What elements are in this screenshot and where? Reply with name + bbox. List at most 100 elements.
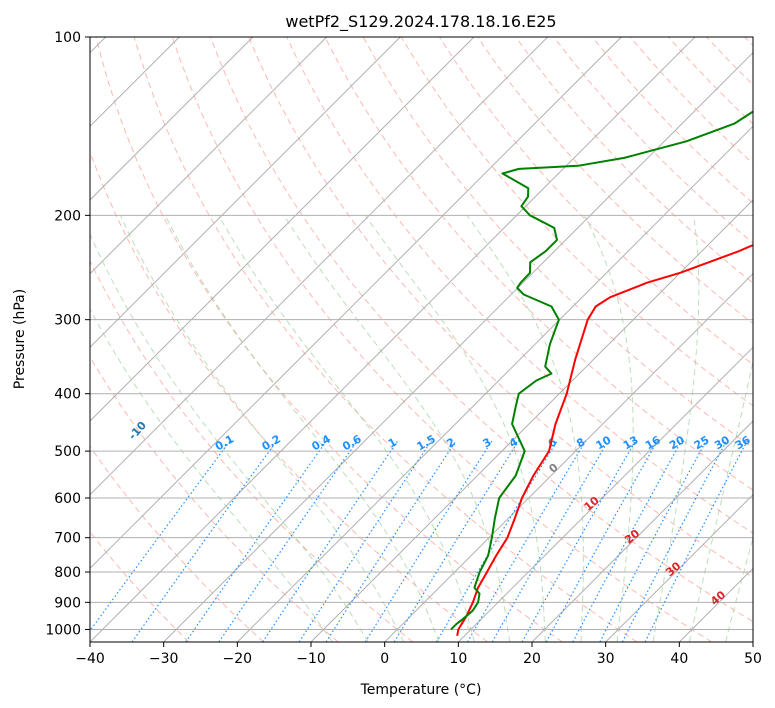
mixing-ratio-line (545, 440, 659, 642)
isotherm-line (90, 37, 401, 349)
plot-area: 0.10.20.40.611.52346810131620253036-100-… (90, 37, 753, 642)
isotherm-line (90, 37, 549, 496)
dewpoint-line (450, 110, 753, 631)
dry-adiabat-line (95, 37, 563, 642)
y-tick-label: 900 (54, 595, 81, 611)
dry-adiabat-line (248, 37, 753, 578)
mixing-ratio-line (364, 440, 493, 642)
x-tick-label: −40 (75, 651, 105, 667)
isotherm-line (752, 641, 753, 642)
mixing-ratio-label: 3 (480, 435, 493, 450)
mixing-ratio-line (621, 440, 728, 642)
x-tick-label: 30 (597, 651, 615, 667)
mixing-ratio-line (325, 440, 457, 642)
isotherm-line (310, 199, 753, 642)
x-tick-label: 10 (449, 651, 467, 667)
data-series (450, 110, 753, 636)
isotherm-line (90, 37, 622, 570)
mixing-ratio-line (218, 440, 358, 642)
x-tick-label: 40 (670, 651, 688, 667)
y-tick-label: 1000 (45, 622, 81, 638)
mixing-ratio-label: 10 (594, 433, 614, 452)
dry-adiabat-line (591, 37, 753, 204)
mixing-ratio-label: 1.5 (414, 432, 437, 453)
isotherm-line (90, 37, 254, 201)
mixing-ratio-line (599, 440, 707, 642)
y-tick-label: 200 (54, 208, 81, 224)
dry-adiabat-line (90, 259, 414, 642)
dry-adiabat-line (90, 150, 488, 642)
x-tick-label: −10 (296, 651, 326, 667)
isotherm-line (384, 272, 753, 642)
isotherm-line (531, 420, 753, 642)
mixing-ratio-line (435, 440, 558, 642)
mixing-ratio-line (521, 440, 637, 642)
isotherm-line (90, 37, 475, 422)
isotherm-line (605, 493, 753, 642)
y-axis-label: Pressure (hPa) (12, 289, 28, 389)
mixing-ratio-line (262, 440, 399, 642)
moist-adiabat-line (725, 536, 753, 642)
mixing-ratio-line (393, 440, 520, 642)
dry-adiabat-line (706, 37, 753, 86)
mixing-ratio-label: 30 (712, 433, 732, 452)
mixing-ratio-line (466, 440, 587, 642)
moist-adiabat-line (364, 215, 546, 642)
moist-adiabat-line (90, 308, 334, 642)
mixing-ratio-label: 0.1 (213, 432, 236, 453)
mixing-ratio-line (185, 440, 328, 642)
chart-title: wetPf2_S129.2024.178.18.16.E25 (285, 12, 556, 32)
x-tick-label: 0 (380, 651, 389, 667)
y-tick-label: 100 (54, 30, 81, 46)
mixing-ratio-line (491, 440, 609, 642)
moist-adiabat-line (218, 215, 475, 642)
axes: −40 −30 −20 −10 0 10 20 30 40 50 1000 900 800 700 600 5… (45, 30, 762, 667)
temperature-line (456, 243, 753, 636)
y-tick-label: 500 (54, 444, 81, 460)
y-tick-label: 400 (54, 387, 81, 403)
dry-adiabat-line (90, 445, 264, 642)
moist-adiabat-line (90, 232, 369, 642)
plot-frame (89, 36, 754, 643)
mixing-ratio-label: 20 (667, 433, 687, 452)
moist-adiabat-line (120, 215, 405, 642)
dry-adiabat-line (553, 37, 753, 244)
moist-adiabat-line (466, 215, 584, 642)
moist-adiabat-line (652, 215, 700, 642)
y-tick-label: 700 (54, 531, 81, 547)
mixing-ratio-label: 0.4 (310, 432, 334, 453)
moist-adiabat-line (583, 215, 634, 642)
mixing-ratio-line (644, 440, 748, 642)
isotherm-line (457, 346, 753, 642)
x-tick-label: −30 (149, 651, 179, 667)
dry-adiabat-line (210, 37, 753, 623)
x-tick-label: 50 (744, 651, 762, 667)
isotherm-line (236, 125, 753, 642)
mixing-ratio-label: 0.2 (260, 432, 283, 453)
dry-adiabat-line (515, 37, 753, 284)
mixing-ratio-line (298, 440, 432, 642)
dry-adiabat-line (171, 37, 712, 642)
isotherm-line (163, 51, 753, 642)
mixing-ratio-label: 2 (444, 435, 457, 450)
mixing-ratio-label: 1 (386, 435, 399, 450)
moist-adiabat-label: 20 (622, 527, 642, 547)
mixing-ratio-label: 16 (643, 433, 663, 452)
moist-adiabat-label: 30 (663, 559, 683, 579)
moist-adiabat-label: 40 (708, 588, 728, 608)
isotherm-line (90, 37, 328, 275)
dry-adiabat-line (324, 37, 753, 491)
isotherm-line (678, 567, 753, 642)
moist-adiabat-label: 10 (582, 494, 602, 514)
mixing-ratio-label: 13 (621, 433, 641, 452)
dry-adiabat-line (133, 37, 638, 642)
mixing-ratio-line (131, 440, 278, 642)
y-tick-label: 800 (54, 565, 81, 581)
x-tick-label: 20 (523, 651, 541, 667)
moist-adiabat-line (164, 215, 440, 642)
y-tick-label: 600 (54, 491, 81, 507)
moist-adiabat-line (283, 215, 511, 642)
dry-adiabat-line (90, 531, 190, 642)
mixing-ratio-label: 0.6 (340, 432, 364, 453)
y-tick-label: 300 (54, 313, 81, 329)
